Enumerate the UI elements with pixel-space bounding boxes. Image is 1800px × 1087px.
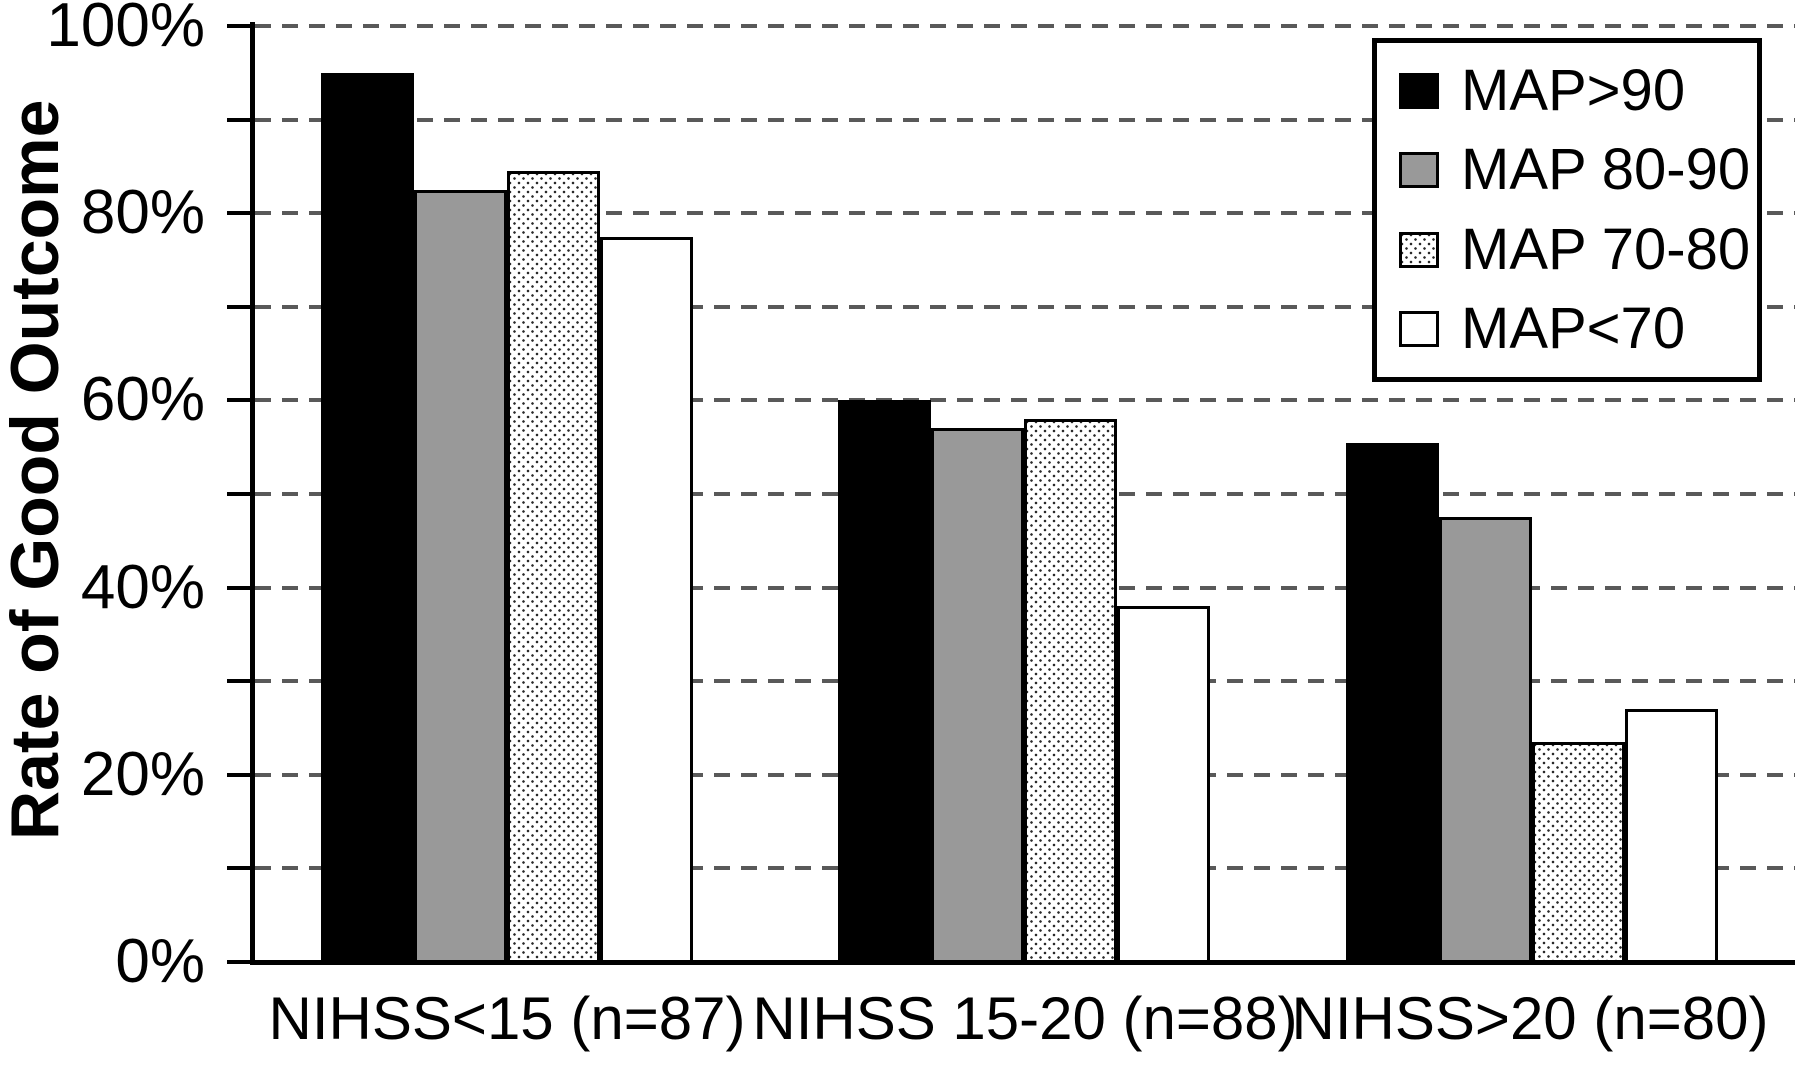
bar-map-70-80-nihss-15-20-n-88 [1024, 419, 1117, 965]
bar-map-70-nihss-20-n-80 [1625, 709, 1718, 965]
gridline-70 [255, 304, 1795, 309]
bar-map-80-90-nihss-15-n-87 [414, 190, 507, 965]
gridline-80 [255, 211, 1795, 216]
bar-map-70-80-nihss-15-n-87 [507, 171, 600, 965]
bar-map-70-nihss-15-n-87 [600, 237, 693, 965]
y-tick-20 [227, 772, 254, 777]
y-tick-40 [227, 585, 254, 590]
bar-map-90-nihss-20-n-80 [1346, 443, 1439, 965]
y-tick-100 [227, 24, 254, 28]
y-tick-90 [227, 117, 254, 122]
y-tick-label-80: 80% [80, 178, 205, 248]
y-tick-10 [227, 866, 254, 871]
y-tick-30 [227, 679, 254, 684]
legend-swatch-dotted-icon [1399, 231, 1439, 268]
gridline-60 [255, 398, 1795, 403]
legend-label-map-70: MAP<70 [1461, 296, 1686, 362]
x-axis-label-nihss-15-n-87: NIHSS<15 (n=87) [268, 985, 746, 1052]
y-tick-80 [227, 211, 254, 216]
y-tick-50 [227, 492, 254, 496]
legend-item-map-70: MAP<70 [1399, 300, 1757, 358]
y-tick-60 [227, 398, 254, 403]
y-tick-label-0: 0% [115, 927, 205, 996]
bar-map-80-90-nihss-20-n-80 [1439, 517, 1532, 965]
legend: MAP>90 MAP 80-90 MAP 70-80 MAP<70 [1372, 38, 1762, 382]
bar-map-90-nihss-15-n-87 [321, 73, 414, 965]
legend-item-map-70-80: MAP 70-80 [1399, 216, 1757, 282]
bar-map-80-90-nihss-15-20-n-88 [931, 428, 1024, 965]
legend-swatch-black-icon [1399, 72, 1439, 109]
bar-map-70-nihss-15-20-n-88 [1117, 606, 1210, 965]
legend-swatch-gray-icon [1399, 152, 1439, 189]
legend-label-map-70-80: MAP 70-80 [1461, 216, 1751, 282]
gridline-90 [255, 117, 1795, 122]
bar-map-90-nihss-15-20-n-88 [838, 400, 931, 965]
gridline-100 [255, 24, 1795, 28]
legend-item-map-90: MAP>90 [1399, 57, 1757, 123]
legend-item-map-80-90: MAP 80-90 [1399, 141, 1757, 199]
legend-label-map-90: MAP>90 [1461, 57, 1686, 123]
x-axis-label-nihss-20-n-80: NIHSS>20 (n=80) [1291, 985, 1769, 1052]
legend-label-map-80-90: MAP 80-90 [1461, 137, 1751, 203]
y-tick-70 [227, 304, 254, 309]
y-tick-label-100: 100% [46, 0, 205, 60]
bar-map-70-80-nihss-20-n-80 [1532, 742, 1625, 965]
y-tick-0 [227, 960, 254, 964]
x-axis-line [250, 960, 1795, 965]
x-axis-label-nihss-15-20-n-88: NIHSS 15-20 (n=88) [752, 985, 1298, 1052]
legend-swatch-white-icon [1399, 311, 1439, 348]
y-tick-label-60: 60% [80, 365, 205, 435]
y-tick-label-40: 40% [80, 552, 205, 622]
y-tick-label-20: 20% [80, 739, 205, 809]
